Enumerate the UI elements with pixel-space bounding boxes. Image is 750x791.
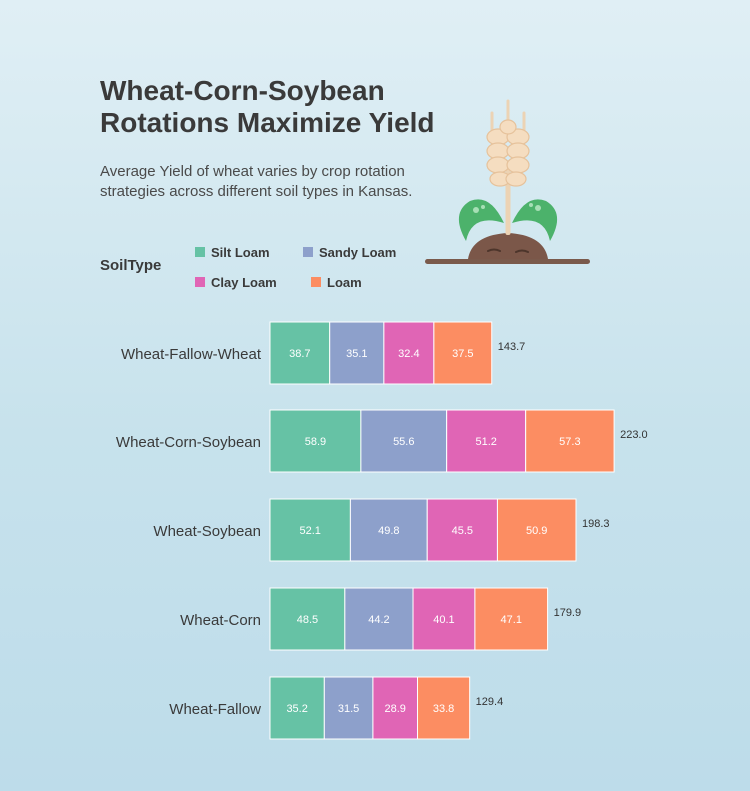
legend-label-clay-loam: Clay Loam xyxy=(211,274,277,290)
total-value-label: 143.7 xyxy=(498,341,526,353)
bar-segment xyxy=(269,676,325,740)
segment-value-label: 44.2 xyxy=(368,614,389,626)
bar-segment xyxy=(344,587,414,651)
wheat-head xyxy=(486,119,530,187)
legend-swatch-loam xyxy=(311,277,321,287)
bar-segment xyxy=(349,498,428,562)
legend-item-silt-loam: Silt Loam xyxy=(195,244,270,260)
bar-segment xyxy=(360,409,448,473)
total-value-label: 223.0 xyxy=(620,429,648,441)
legend-swatch-sandy-loam xyxy=(303,247,313,257)
total-value-label: 179.9 xyxy=(554,607,582,619)
segment-value-label: 31.5 xyxy=(338,703,359,715)
segment-value-label: 37.5 xyxy=(452,348,473,360)
category-label: Wheat-Soybean xyxy=(153,523,261,540)
legend-item-sandy-loam: Sandy Loam xyxy=(303,244,396,260)
category-label: Wheat-Corn-Soybean xyxy=(116,434,261,451)
bar-segment xyxy=(433,321,493,385)
segment-value-label: 50.9 xyxy=(526,525,547,537)
legend-label-silt-loam: Silt Loam xyxy=(211,244,270,260)
bar-segment xyxy=(269,587,346,651)
chart-subtitle-line-1: Average Yield of wheat varies by crop ro… xyxy=(100,163,405,180)
segment-value-label: 47.1 xyxy=(501,614,522,626)
bar-segment xyxy=(323,676,374,740)
category-label: Wheat-Corn xyxy=(180,612,261,629)
segment-value-label: 28.9 xyxy=(385,703,406,715)
bar-segment xyxy=(496,498,577,562)
segment-value-label: 49.8 xyxy=(378,525,399,537)
segment-value-label: 57.3 xyxy=(559,436,580,448)
segment-value-label: 35.2 xyxy=(286,703,307,715)
bar-segment xyxy=(412,587,476,651)
legend-swatch-clay-loam xyxy=(195,277,205,287)
segment-value-label: 35.1 xyxy=(346,348,367,360)
bar-segment xyxy=(446,409,527,473)
legend-title: SoilType xyxy=(100,257,162,274)
total-value-label: 129.4 xyxy=(476,696,504,708)
bar-segment xyxy=(426,498,498,562)
segment-value-label: 33.8 xyxy=(433,703,454,715)
category-label: Wheat-Fallow-Wheat xyxy=(121,346,262,363)
chart-subtitle: Average Yield of wheat varies by crop ro… xyxy=(100,162,460,202)
chart-title-line-1: Wheat-Corn-Soybean xyxy=(100,75,385,106)
segment-value-label: 55.6 xyxy=(393,436,414,448)
right-leaf xyxy=(512,199,558,241)
bar-segment xyxy=(417,676,471,740)
category-label: Wheat-Fallow xyxy=(169,701,261,718)
legend-label-sandy-loam: Sandy Loam xyxy=(319,244,397,260)
segment-value-label: 32.4 xyxy=(398,348,419,360)
segment-value-label: 40.1 xyxy=(433,614,454,626)
segment-value-label: 51.2 xyxy=(475,436,496,448)
chart-subtitle-line-2: strategies across different soil types i… xyxy=(100,183,413,200)
total-value-label: 198.3 xyxy=(582,518,610,530)
left-leaf xyxy=(458,199,504,241)
wheat-plant-icon xyxy=(425,99,590,264)
bar-segment xyxy=(269,409,362,473)
segment-value-label: 58.9 xyxy=(305,436,326,448)
bar-segment xyxy=(525,409,615,473)
legend-label-loam: Loam xyxy=(327,274,362,290)
segment-value-label: 38.7 xyxy=(289,348,310,360)
legend-item-clay-loam: Clay Loam xyxy=(195,274,277,290)
chart-title-line-2: Rotations Maximize Yield xyxy=(100,107,435,138)
segment-value-label: 48.5 xyxy=(297,614,318,626)
chart-title: Wheat-Corn-Soybean Rotations Maximize Yi… xyxy=(100,75,460,139)
ground-line xyxy=(425,259,590,264)
bar-segment xyxy=(474,587,549,651)
legend-swatch-silt-loam xyxy=(195,247,205,257)
legend-item-loam: Loam xyxy=(311,274,362,290)
segment-value-label: 52.1 xyxy=(299,525,320,537)
segment-value-label: 45.5 xyxy=(452,525,473,537)
